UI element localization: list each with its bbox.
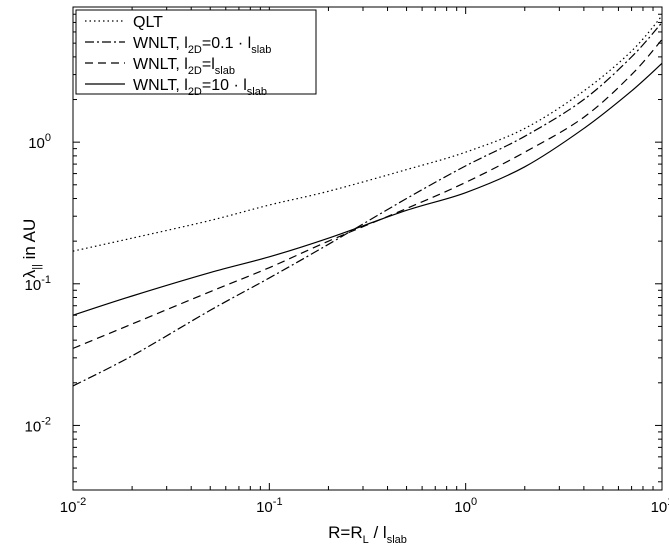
x-tick-label: 101	[651, 496, 669, 516]
series-line-3	[72, 39, 663, 349]
x-tick-label: 10-1	[256, 496, 282, 516]
legend-label-3: WNLT, l2D=lslab	[133, 56, 235, 77]
series-line-2	[72, 22, 663, 387]
y-tick-label: 100	[28, 132, 51, 152]
y-tick-label: 10-1	[25, 274, 51, 294]
legend-label-2: WNLT, l2D=0.1 · lslab	[133, 35, 271, 56]
y-tick-label: 10-2	[25, 415, 51, 435]
legend-label-1: QLT	[133, 14, 163, 31]
legend-label-4: WNLT, l2D=10 · lslab	[133, 77, 267, 98]
legend-box	[75, 9, 317, 95]
y-axis-label: λ|| in AU	[20, 219, 43, 279]
series-line-4	[72, 62, 663, 316]
plot-area-frame	[72, 6, 663, 491]
series-line-1	[72, 15, 663, 252]
x-tick-label: 10-2	[60, 496, 86, 516]
x-tick-label: 100	[454, 496, 477, 516]
x-axis-label: R=RL / lslab	[328, 523, 407, 546]
